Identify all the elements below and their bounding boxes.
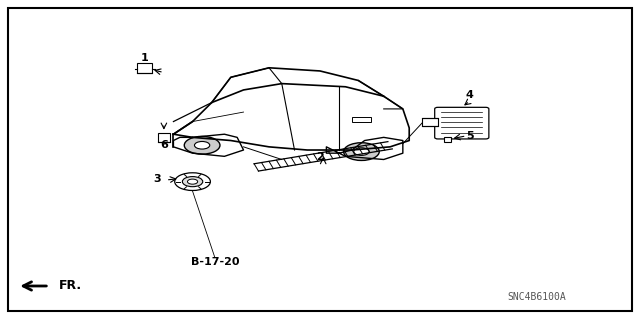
Circle shape bbox=[354, 148, 369, 155]
Circle shape bbox=[344, 143, 380, 160]
Circle shape bbox=[182, 177, 203, 187]
Circle shape bbox=[184, 137, 220, 154]
Bar bbox=[352, 117, 371, 122]
Text: 2: 2 bbox=[316, 152, 324, 161]
Text: 4: 4 bbox=[466, 90, 474, 100]
Text: 1: 1 bbox=[141, 54, 148, 63]
Bar bbox=[422, 118, 438, 126]
Text: SNC4B6100A: SNC4B6100A bbox=[508, 292, 566, 302]
Text: 5: 5 bbox=[466, 131, 474, 141]
Text: FR.: FR. bbox=[59, 279, 82, 293]
Text: 6: 6 bbox=[160, 140, 168, 151]
Circle shape bbox=[195, 141, 210, 149]
FancyBboxPatch shape bbox=[435, 107, 489, 139]
Text: 3: 3 bbox=[154, 174, 161, 184]
Bar bbox=[444, 137, 451, 142]
Text: B-17-20: B-17-20 bbox=[191, 257, 239, 267]
Circle shape bbox=[188, 179, 198, 184]
Circle shape bbox=[175, 173, 211, 190]
Bar bbox=[157, 133, 170, 142]
Bar bbox=[137, 63, 152, 72]
